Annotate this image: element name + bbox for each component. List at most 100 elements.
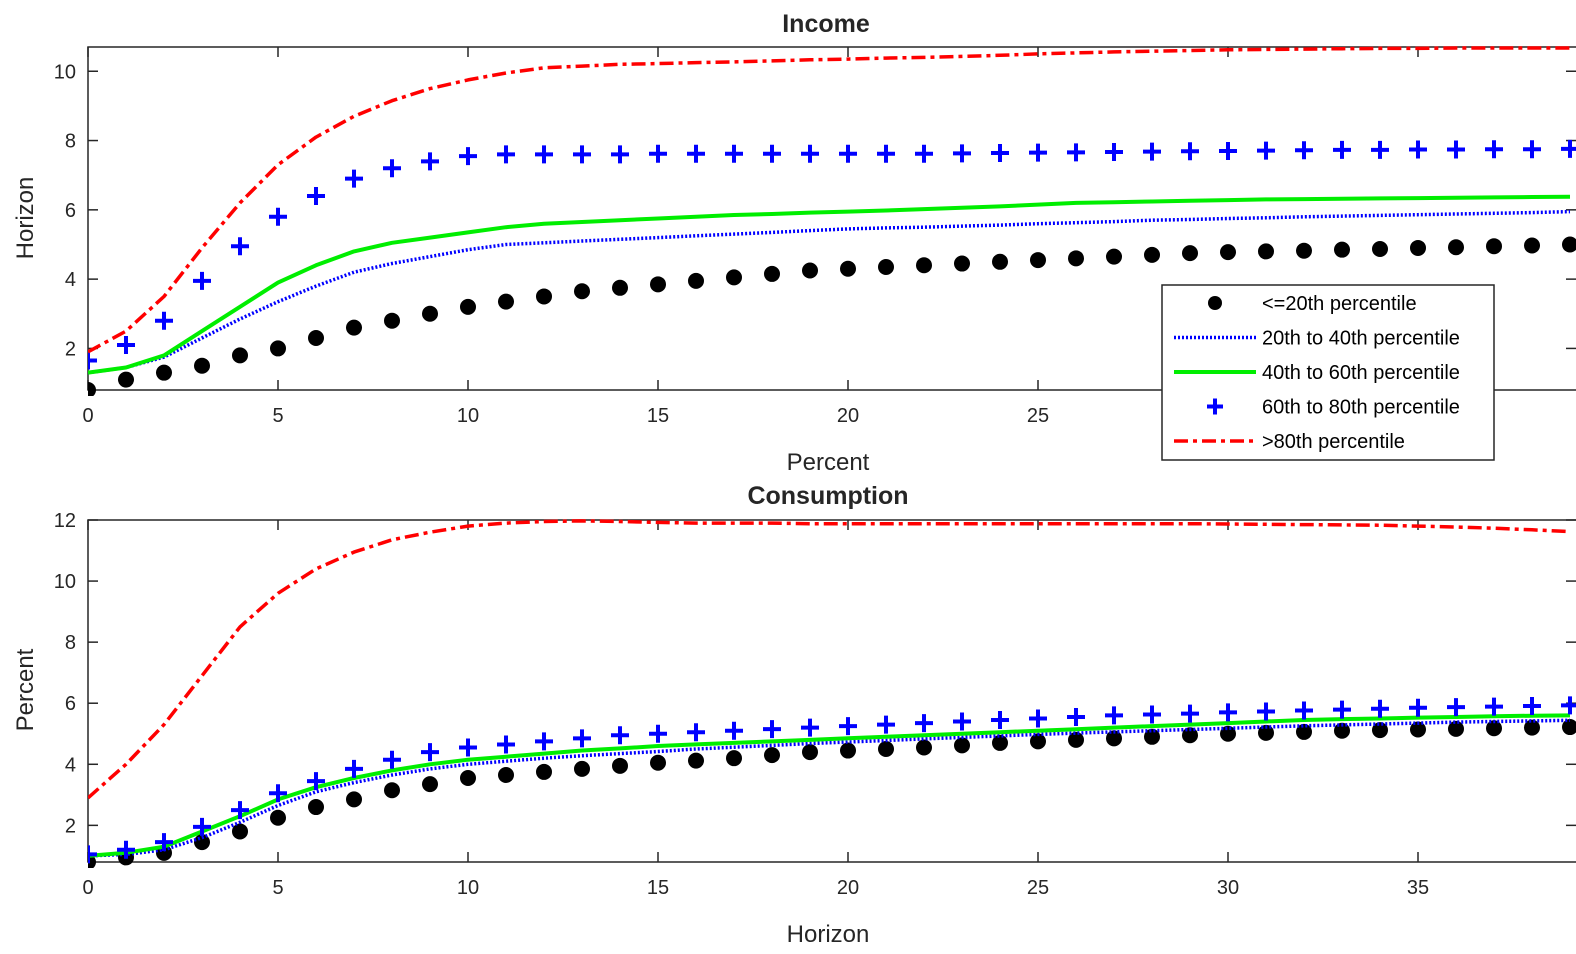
income-data-point bbox=[535, 145, 553, 164]
legend-item-40th-to-60th-percentile: 40th to 60th percentile bbox=[1174, 362, 1460, 384]
income-data-point bbox=[1182, 245, 1198, 262]
consumption-data-point bbox=[915, 714, 933, 733]
legend-items: <=20th percentile 20th to 40th percentile… bbox=[1174, 293, 1460, 453]
income-data-point bbox=[459, 147, 477, 166]
income-data-point bbox=[1106, 248, 1122, 265]
consumption-axes-box bbox=[87, 519, 1576, 863]
consumption-data-point bbox=[611, 726, 629, 745]
income-data-point bbox=[497, 145, 515, 164]
consumption-data-point bbox=[460, 770, 476, 787]
consumption-data-point bbox=[802, 744, 818, 761]
consumption-data-point bbox=[1333, 700, 1351, 719]
consumption-title: Consumption bbox=[747, 482, 908, 510]
consumption-series-40th-to-60th-percentile bbox=[88, 713, 1571, 858]
consumption-data-point bbox=[422, 776, 438, 793]
income-data-point bbox=[307, 186, 325, 205]
consumption-data-point bbox=[232, 823, 248, 840]
income-x-axis-label: Percent bbox=[787, 449, 870, 476]
legend-marker bbox=[1208, 296, 1222, 310]
consumption-data-point bbox=[231, 801, 249, 820]
consumption-data-point bbox=[498, 766, 514, 783]
income-data-point bbox=[498, 293, 514, 310]
income-data-point bbox=[422, 305, 438, 322]
consumption-data-point bbox=[1447, 698, 1465, 717]
consumption-data-point bbox=[345, 759, 363, 778]
income-data-point bbox=[308, 330, 324, 347]
consumption-data-point bbox=[421, 743, 439, 762]
income-data-point bbox=[574, 283, 590, 300]
income-data-point bbox=[1068, 250, 1084, 267]
income-data-point bbox=[1030, 252, 1046, 269]
income-data-point bbox=[345, 169, 363, 188]
legend-label: 20th to 40th percentile bbox=[1262, 328, 1460, 350]
income-y-tick-label: 6 bbox=[65, 200, 76, 222]
consumption-panel: Consumption Horizon Percent 0 5 10 15 20 25 30… bbox=[12, 482, 1576, 948]
income-data-point bbox=[877, 144, 895, 163]
consumption-y-tick-label: 4 bbox=[65, 754, 76, 776]
income-y-tick-label: 4 bbox=[65, 269, 76, 291]
consumption-data-point bbox=[726, 750, 742, 767]
income-data-point bbox=[802, 262, 818, 279]
income-data-point bbox=[194, 357, 210, 374]
income-data-point bbox=[953, 144, 971, 163]
income-series-gt80th-percentile bbox=[88, 46, 1570, 354]
income-data-point bbox=[1448, 239, 1464, 256]
income-y-tick-label: 10 bbox=[54, 61, 76, 83]
consumption-data-point bbox=[1105, 706, 1123, 725]
consumption-x-tick-label: 35 bbox=[1407, 877, 1429, 899]
income-data-point bbox=[840, 260, 856, 277]
income-data-point bbox=[1561, 139, 1576, 158]
income-data-point bbox=[117, 335, 135, 354]
income-data-point bbox=[1219, 141, 1237, 160]
consumption-data-point bbox=[1030, 733, 1046, 750]
legend-label: >80th percentile bbox=[1262, 431, 1405, 453]
legend-item-60th-to-80th-percentile: 60th to 80th percentile bbox=[1207, 397, 1460, 419]
income-data-point bbox=[1220, 244, 1236, 261]
income-data-point bbox=[193, 271, 211, 290]
consumption-data-point bbox=[650, 754, 666, 771]
consumption-data-point bbox=[1371, 699, 1389, 718]
consumption-data-point bbox=[269, 784, 287, 803]
income-data-point bbox=[88, 351, 97, 370]
income-data-point bbox=[1258, 243, 1274, 260]
consumption-data-point bbox=[991, 711, 1009, 730]
income-title: Income bbox=[782, 10, 870, 38]
consumption-data-point bbox=[992, 734, 1008, 751]
income-data-point bbox=[1029, 143, 1047, 162]
consumption-data-point bbox=[1410, 721, 1426, 738]
income-data-point bbox=[1144, 246, 1160, 263]
consumption-y-axis-label: Percent bbox=[12, 648, 39, 731]
income-data-point bbox=[726, 269, 742, 286]
consumption-y-tick-label: 10 bbox=[54, 571, 76, 593]
consumption-data-point bbox=[688, 752, 704, 769]
income-data-point bbox=[1295, 141, 1313, 160]
legend-marker bbox=[1207, 398, 1223, 415]
consumption-plot-area: 0 5 10 15 20 25 30 35 2 4 6 8 10 12 bbox=[54, 510, 1576, 899]
income-data-point bbox=[763, 144, 781, 163]
consumption-data-point bbox=[1144, 728, 1160, 745]
income-data-point bbox=[1562, 236, 1576, 253]
income-panel: Income Percent Horizon 05101520253035246… bbox=[12, 10, 1576, 476]
consumption-data-point bbox=[953, 712, 971, 731]
consumption-data-point bbox=[1523, 696, 1541, 715]
income-data-point bbox=[421, 152, 439, 171]
consumption-data-point bbox=[497, 735, 515, 754]
consumption-y-tick-label: 6 bbox=[65, 693, 76, 715]
consumption-data-point bbox=[1448, 720, 1464, 737]
consumption-data-point bbox=[117, 840, 135, 859]
consumption-data-point bbox=[1219, 703, 1237, 722]
income-data-point bbox=[270, 340, 286, 357]
consumption-data-point bbox=[839, 717, 857, 736]
consumption-data-point bbox=[308, 799, 324, 816]
consumption-series-group bbox=[88, 519, 1576, 868]
consumption-data-point bbox=[763, 720, 781, 739]
consumption-data-point bbox=[1524, 719, 1540, 736]
consumption-data-point bbox=[612, 757, 628, 774]
consumption-x-tick-label: 0 bbox=[82, 877, 93, 899]
consumption-data-point bbox=[954, 737, 970, 754]
consumption-data-point bbox=[878, 741, 894, 758]
consumption-y-tick-label: 12 bbox=[54, 510, 76, 532]
consumption-data-point bbox=[764, 747, 780, 764]
consumption-x-tick-label: 10 bbox=[457, 877, 479, 899]
